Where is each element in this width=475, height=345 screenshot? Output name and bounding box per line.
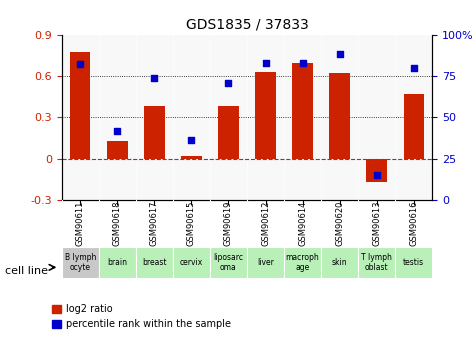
Text: liver: liver	[257, 258, 274, 267]
Text: GSM90617: GSM90617	[150, 201, 159, 246]
Point	[299, 60, 306, 66]
Bar	[70, 52, 90, 159]
FancyBboxPatch shape	[321, 247, 358, 278]
Text: GSM90612: GSM90612	[261, 201, 270, 246]
FancyBboxPatch shape	[247, 247, 284, 278]
FancyBboxPatch shape	[173, 247, 210, 278]
Text: cell line: cell line	[5, 266, 48, 276]
Text: liposarc
oma: liposarc oma	[213, 253, 244, 272]
Text: T lymph
oblast: T lymph oblast	[361, 253, 392, 272]
Bar	[404, 94, 424, 159]
Bar	[367, 159, 387, 182]
Bar	[293, 63, 313, 159]
Point	[188, 138, 195, 143]
Text: cervix: cervix	[180, 258, 203, 267]
Bar	[330, 73, 350, 159]
Bar	[218, 106, 238, 159]
Text: B lymph
ocyte: B lymph ocyte	[65, 253, 96, 272]
Text: GSM90615: GSM90615	[187, 201, 196, 246]
Text: GSM90618: GSM90618	[113, 201, 122, 246]
Text: GSM90614: GSM90614	[298, 201, 307, 246]
Text: GSM90619: GSM90619	[224, 201, 233, 246]
Legend: log2 ratio, percentile rank within the sample: log2 ratio, percentile rank within the s…	[48, 300, 235, 333]
FancyBboxPatch shape	[358, 247, 395, 278]
Point	[262, 60, 269, 66]
Point	[151, 75, 158, 80]
Point	[225, 80, 232, 85]
Text: GSM90611: GSM90611	[76, 201, 85, 246]
Text: GSM90613: GSM90613	[372, 201, 381, 246]
Point	[373, 172, 380, 178]
Bar	[181, 156, 201, 159]
Text: skin: skin	[332, 258, 347, 267]
Title: GDS1835 / 37833: GDS1835 / 37833	[186, 18, 308, 32]
Text: GSM90616: GSM90616	[409, 201, 418, 246]
Bar	[256, 72, 276, 159]
FancyBboxPatch shape	[210, 247, 247, 278]
Text: breast: breast	[142, 258, 167, 267]
Point	[76, 61, 84, 67]
Text: macroph
age: macroph age	[285, 253, 320, 272]
FancyBboxPatch shape	[99, 247, 136, 278]
FancyBboxPatch shape	[284, 247, 321, 278]
Point	[336, 52, 343, 57]
Text: brain: brain	[107, 258, 127, 267]
FancyBboxPatch shape	[136, 247, 173, 278]
Point	[114, 128, 121, 133]
FancyBboxPatch shape	[62, 247, 99, 278]
Text: GSM90620: GSM90620	[335, 201, 344, 246]
Text: testis: testis	[403, 258, 424, 267]
Point	[410, 65, 418, 70]
FancyBboxPatch shape	[395, 247, 432, 278]
Bar	[144, 106, 164, 159]
Bar	[107, 141, 127, 159]
